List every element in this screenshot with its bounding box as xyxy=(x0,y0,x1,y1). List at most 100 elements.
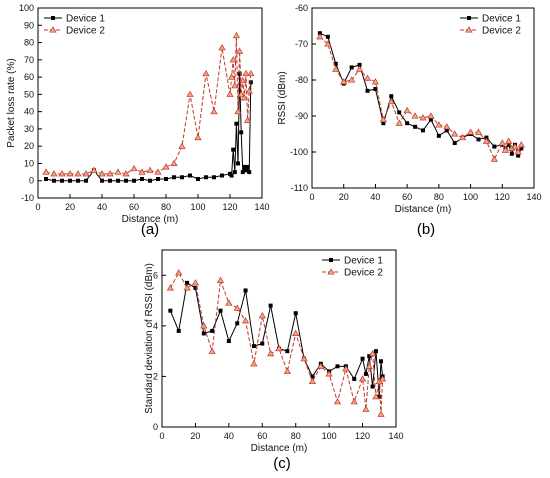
chart-panel-a: 0 20 40 60 80 100 120 140-100102030405060708090… xyxy=(6,3,270,238)
x-tick-label: 120 xyxy=(495,192,510,202)
data-point xyxy=(310,374,315,379)
data-point xyxy=(267,349,275,357)
x-tick-label: 100 xyxy=(190,202,205,212)
data-point xyxy=(76,178,80,183)
legend-marker xyxy=(327,268,335,275)
data-point xyxy=(247,69,255,77)
data-point xyxy=(166,284,174,291)
series-group xyxy=(166,269,387,417)
data-point xyxy=(444,128,449,133)
data-point xyxy=(325,370,333,377)
data-point xyxy=(373,87,378,91)
plot-frame xyxy=(311,7,535,189)
data-point xyxy=(244,168,248,173)
x-tick-label: 60 xyxy=(257,431,267,441)
data-point xyxy=(275,344,283,352)
data-point xyxy=(248,80,253,85)
data-point xyxy=(191,279,200,286)
y-tick-label: 30 xyxy=(24,124,34,134)
data-point xyxy=(74,170,82,177)
panel-label: (a) xyxy=(141,221,159,238)
data-point xyxy=(183,284,191,291)
data-point xyxy=(332,65,340,72)
data-point xyxy=(146,166,154,173)
data-point xyxy=(517,141,525,148)
data-point xyxy=(358,375,367,382)
data-point xyxy=(362,405,370,412)
plot-frame xyxy=(161,249,397,428)
data-point xyxy=(220,173,224,178)
x-tick-label: 140 xyxy=(526,192,541,202)
data-point xyxy=(357,62,362,67)
y-tick-label: 6 xyxy=(153,270,158,280)
data-point xyxy=(106,170,114,177)
data-point xyxy=(239,76,247,84)
data-point xyxy=(210,107,218,115)
data-point xyxy=(140,177,144,181)
data-point xyxy=(397,110,402,115)
data-point xyxy=(116,178,120,183)
data-point xyxy=(50,170,58,177)
data-point xyxy=(476,137,481,142)
data-point xyxy=(370,384,375,389)
data-point xyxy=(242,69,250,77)
data-point xyxy=(368,349,377,357)
y-tick-label: 10 xyxy=(24,158,34,168)
data-point xyxy=(241,317,250,324)
data-point xyxy=(185,280,190,285)
data-point xyxy=(466,128,475,135)
data-point xyxy=(372,392,380,400)
series-line-1 xyxy=(169,282,384,397)
data-point xyxy=(243,116,252,123)
y-tick-label: -90 xyxy=(295,111,308,121)
data-point xyxy=(435,121,443,128)
data-point xyxy=(216,276,225,283)
x-tick-label: 20 xyxy=(339,192,349,202)
data-point xyxy=(193,285,198,290)
data-point xyxy=(260,341,265,346)
data-point xyxy=(226,90,234,97)
data-point xyxy=(235,47,244,54)
data-point xyxy=(363,74,372,81)
y-tick-label: 4 xyxy=(153,321,158,331)
data-point xyxy=(218,308,223,313)
data-point xyxy=(363,371,368,376)
data-point xyxy=(405,121,410,126)
data-point xyxy=(201,331,206,336)
data-point xyxy=(516,153,521,158)
chart-panel-b: 0 20 40 60 80 100 120 140 -110 -100 -90 -80 -70 -60 Di… xyxy=(277,3,542,238)
y-tick-label: 50 xyxy=(24,89,34,99)
data-point xyxy=(350,398,358,405)
data-point xyxy=(258,312,266,319)
data-point xyxy=(421,128,425,133)
data-point xyxy=(317,362,325,369)
x-tick-label: 0 xyxy=(159,431,164,441)
data-point xyxy=(514,148,522,155)
data-point xyxy=(232,170,237,175)
data-point xyxy=(108,178,112,183)
data-point xyxy=(122,170,130,177)
x-tick-label: 120 xyxy=(355,431,370,441)
data-point xyxy=(283,367,291,374)
data-point xyxy=(340,78,348,85)
data-point xyxy=(66,170,74,177)
data-point xyxy=(378,359,383,364)
y-tick-label: 20 xyxy=(24,141,34,151)
y-tick-label: 40 xyxy=(24,107,34,117)
data-point xyxy=(212,175,216,180)
data-point xyxy=(210,328,215,333)
series-line-2 xyxy=(45,35,252,175)
y-tick-label: 100 xyxy=(19,3,34,13)
data-point xyxy=(381,121,386,126)
data-point xyxy=(240,94,249,101)
y-axis-label: Packet loss rate (%) xyxy=(6,58,17,147)
legend-marker xyxy=(465,26,473,33)
data-point xyxy=(202,69,210,77)
legend-marker xyxy=(51,16,55,20)
x-tick-label: 20 xyxy=(190,431,200,441)
data-point xyxy=(188,173,192,178)
data-point xyxy=(234,107,242,115)
data-point xyxy=(389,94,394,99)
